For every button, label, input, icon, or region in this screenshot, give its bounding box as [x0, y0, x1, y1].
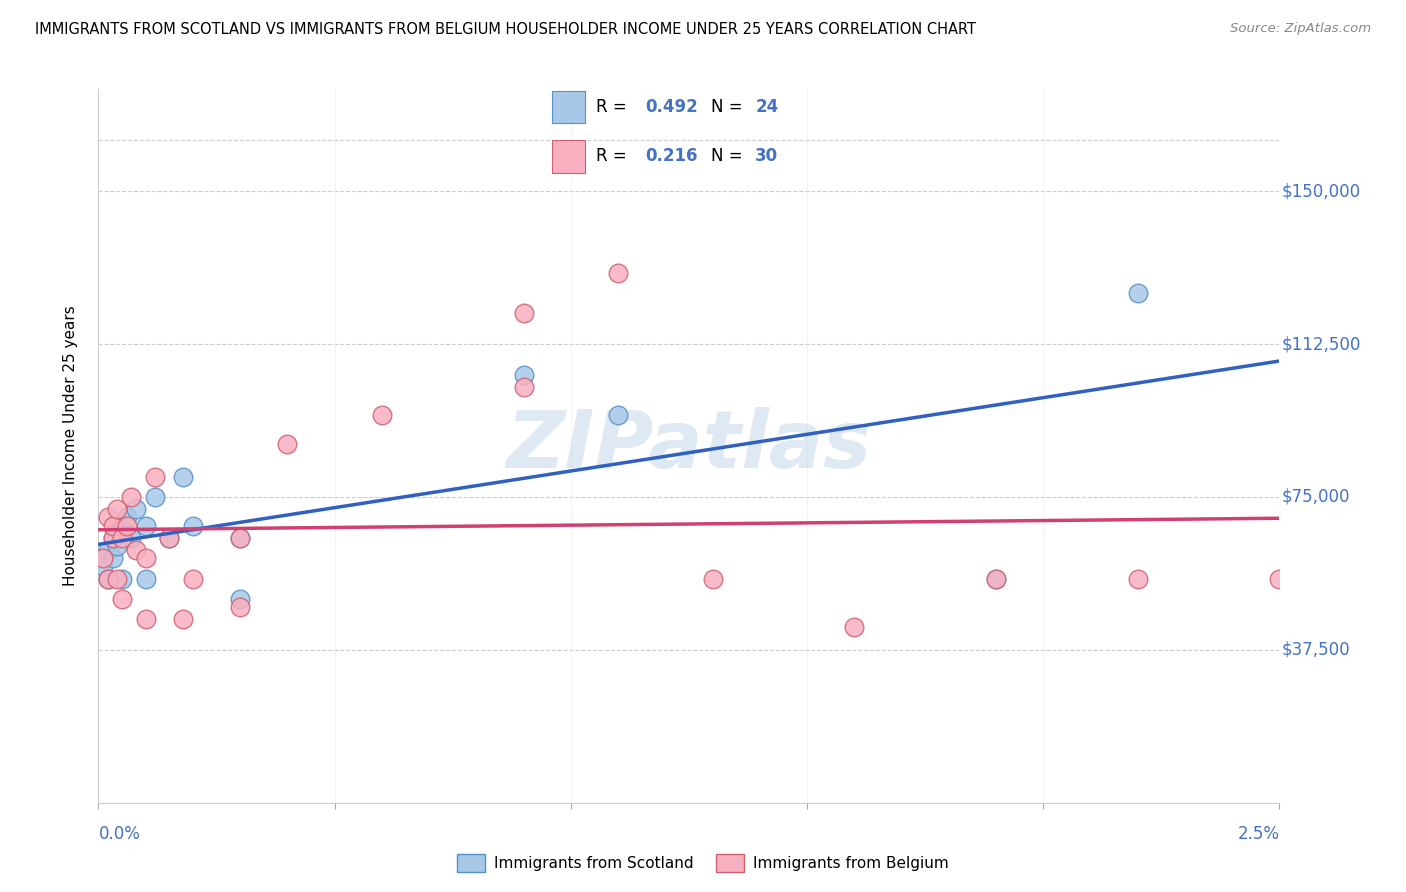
Point [229, 531, 252, 545]
Point [125, 502, 148, 516]
Text: IMMIGRANTS FROM SCOTLAND VS IMMIGRANTS FROM BELGIUM HOUSEHOLDER INCOME UNDER 25 : IMMIGRANTS FROM SCOTLAND VS IMMIGRANTS F… [35, 22, 976, 37]
Text: $37,500: $37,500 [1282, 640, 1350, 659]
Point [143, 469, 166, 483]
Point [181, 518, 204, 533]
Text: 30: 30 [755, 147, 779, 165]
Legend: Immigrants from Scotland, Immigrants from Belgium: Immigrants from Scotland, Immigrants fro… [451, 848, 955, 878]
Point [984, 572, 1007, 586]
Point [105, 518, 128, 533]
Point [101, 531, 124, 545]
Point [91, 559, 114, 574]
Point [111, 531, 134, 545]
Point [111, 572, 134, 586]
Point [101, 551, 124, 566]
Point [844, 620, 866, 634]
Point [97, 572, 120, 586]
Y-axis label: Householder Income Under 25 years: Householder Income Under 25 years [63, 306, 77, 586]
Point [91, 551, 114, 566]
Point [105, 502, 128, 516]
Point [111, 523, 134, 537]
Point [157, 531, 180, 545]
Point [512, 368, 534, 382]
Text: N =: N = [711, 98, 742, 116]
Text: $112,500: $112,500 [1282, 335, 1361, 353]
Text: $150,000: $150,000 [1282, 182, 1361, 200]
Point [229, 591, 252, 606]
Point [143, 490, 166, 504]
Text: 0.492: 0.492 [645, 98, 699, 116]
Point [512, 306, 534, 320]
Text: 0.216: 0.216 [645, 147, 697, 165]
Point [121, 531, 143, 545]
Point [97, 572, 120, 586]
Point [702, 572, 724, 586]
Point [157, 531, 180, 545]
Point [181, 572, 204, 586]
Text: R =: R = [596, 147, 627, 165]
Point [371, 409, 394, 423]
Text: 24: 24 [755, 98, 779, 116]
Point [97, 543, 120, 558]
Point [512, 380, 534, 394]
Point [115, 518, 138, 533]
Point [1126, 572, 1149, 586]
Point [135, 551, 157, 566]
Text: $75,000: $75,000 [1282, 488, 1350, 506]
Point [1268, 572, 1291, 586]
Point [105, 572, 128, 586]
Point [135, 612, 157, 626]
Text: Source: ZipAtlas.com: Source: ZipAtlas.com [1230, 22, 1371, 36]
Point [97, 510, 120, 524]
Point [135, 518, 157, 533]
Point [1126, 286, 1149, 301]
Point [135, 572, 157, 586]
Point [111, 591, 134, 606]
Point [984, 572, 1007, 586]
Point [276, 437, 298, 451]
Point [121, 490, 143, 504]
Point [101, 531, 124, 545]
Text: R =: R = [596, 98, 627, 116]
Text: ZIPatlas: ZIPatlas [506, 407, 872, 485]
Point [125, 543, 148, 558]
Point [229, 531, 252, 545]
Point [607, 409, 630, 423]
FancyBboxPatch shape [553, 91, 585, 123]
Point [172, 469, 194, 483]
Point [172, 612, 194, 626]
Point [229, 600, 252, 615]
Text: 2.5%: 2.5% [1237, 825, 1279, 843]
Point [101, 518, 124, 533]
FancyBboxPatch shape [553, 140, 585, 173]
Text: 0.0%: 0.0% [98, 825, 141, 843]
Text: N =: N = [711, 147, 742, 165]
Point [115, 510, 138, 524]
Point [607, 266, 630, 280]
Point [105, 539, 128, 553]
